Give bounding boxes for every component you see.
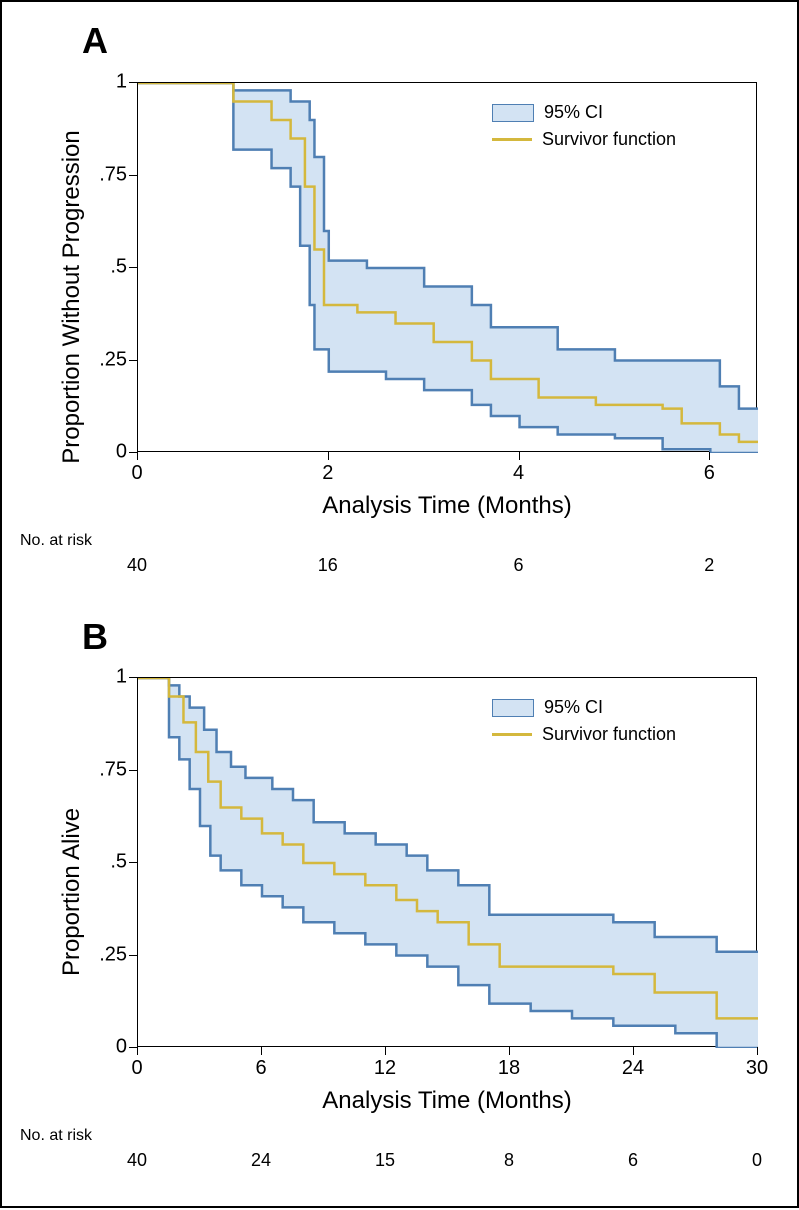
x-tick-mark (509, 1047, 510, 1055)
risk-value: 40 (127, 555, 147, 576)
x-tick-label: 6 (255, 1057, 266, 1080)
x-tick-mark (328, 452, 329, 460)
panel-a-y-title: Proportion Without Progression (58, 130, 86, 464)
x-tick-label: 18 (498, 1057, 520, 1080)
x-tick-label: 0 (131, 462, 142, 485)
panel-b: B Proportion Alive 0 .25 .5 .75 1 0 6 12 18 24 30… (2, 602, 797, 1210)
x-tick-mark (261, 1047, 262, 1055)
panel-a-x-title: Analysis Time (Months) (322, 492, 571, 520)
y-tick-mark (129, 267, 137, 268)
legend-survivor-text: Survivor function (542, 724, 676, 745)
panel-b-label: B (82, 616, 108, 658)
y-tick-label: .75 (87, 163, 127, 186)
x-tick-label: 4 (513, 462, 524, 485)
y-tick-label: 1 (87, 666, 127, 689)
panel-b-y-title: Proportion Alive (58, 808, 86, 976)
y-tick-mark (129, 175, 137, 176)
y-tick-mark (129, 955, 137, 956)
x-tick-label: 2 (322, 462, 333, 485)
risk-value: 40 (127, 1150, 147, 1171)
legend-ci-item: 95% CI (492, 697, 676, 718)
panel-a-legend: 95% CI Survivor function (492, 102, 676, 156)
risk-value: 24 (251, 1150, 271, 1171)
risk-value: 6 (514, 555, 524, 576)
y-tick-mark (129, 770, 137, 771)
risk-value: 8 (504, 1150, 514, 1171)
x-tick-label: 12 (374, 1057, 396, 1080)
legend-survivor-swatch (492, 138, 532, 141)
legend-ci-swatch (492, 104, 534, 122)
legend-survivor-item: Survivor function (492, 724, 676, 745)
x-tick-label: 30 (746, 1057, 768, 1080)
x-tick-mark (709, 452, 710, 460)
risk-value: 2 (704, 555, 714, 576)
y-tick-mark (129, 677, 137, 678)
risk-value: 6 (628, 1150, 638, 1171)
x-tick-mark (137, 1047, 138, 1055)
panel-a-label: A (82, 20, 108, 62)
y-tick-mark (129, 862, 137, 863)
x-tick-mark (385, 1047, 386, 1055)
legend-survivor-item: Survivor function (492, 129, 676, 150)
y-tick-label: .5 (87, 851, 127, 874)
x-tick-mark (757, 1047, 758, 1055)
y-tick-mark (129, 360, 137, 361)
y-tick-label: 1 (87, 71, 127, 94)
legend-ci-text: 95% CI (544, 102, 603, 123)
panel-b-risk-label: No. at risk (20, 1127, 92, 1145)
y-tick-label: .75 (87, 758, 127, 781)
legend-ci-text: 95% CI (544, 697, 603, 718)
x-tick-label: 24 (622, 1057, 644, 1080)
y-tick-label: .25 (87, 943, 127, 966)
panel-b-x-title: Analysis Time (Months) (322, 1087, 571, 1115)
y-tick-mark (129, 452, 137, 453)
y-tick-mark (129, 82, 137, 83)
risk-value: 0 (752, 1150, 762, 1171)
y-tick-label: 0 (87, 441, 127, 464)
legend-survivor-text: Survivor function (542, 129, 676, 150)
x-tick-mark (137, 452, 138, 460)
risk-value: 15 (375, 1150, 395, 1171)
x-tick-label: 6 (704, 462, 715, 485)
y-tick-label: .5 (87, 256, 127, 279)
panel-b-legend: 95% CI Survivor function (492, 697, 676, 751)
x-tick-mark (519, 452, 520, 460)
panel-a-risk-label: No. at risk (20, 532, 92, 550)
x-tick-mark (633, 1047, 634, 1055)
figure-frame: A Proportion Without Progression 0 .25 .5.… (0, 0, 799, 1208)
panel-a: A Proportion Without Progression 0 .25 .5.… (2, 2, 797, 602)
x-tick-label: 0 (131, 1057, 142, 1080)
legend-survivor-swatch (492, 733, 532, 736)
y-tick-label: .25 (87, 348, 127, 371)
y-tick-mark (129, 1047, 137, 1048)
risk-value: 16 (318, 555, 338, 576)
y-tick-label: 0 (87, 1036, 127, 1059)
legend-ci-swatch (492, 699, 534, 717)
legend-ci-item: 95% CI (492, 102, 676, 123)
